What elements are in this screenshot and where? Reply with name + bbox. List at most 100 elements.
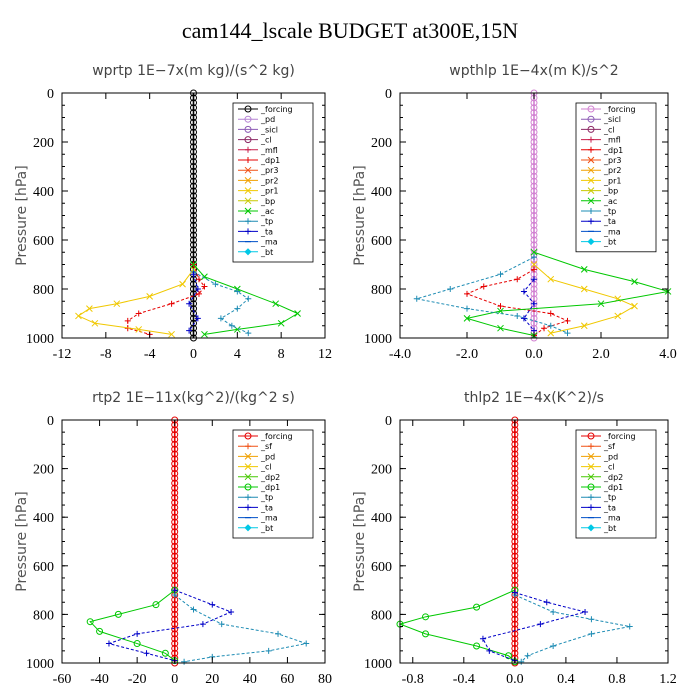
legend-label: _ac bbox=[260, 207, 274, 216]
legend-entry: _dp2 bbox=[581, 473, 623, 482]
legend-label: _sf bbox=[260, 442, 272, 451]
data-point bbox=[171, 587, 178, 594]
legend-entry: _pr2 bbox=[581, 166, 621, 175]
legend-entry: _ma bbox=[238, 514, 278, 523]
data-point bbox=[265, 647, 272, 654]
x-tick-label: 60 bbox=[280, 672, 294, 687]
data-point bbox=[294, 310, 301, 317]
data-point bbox=[511, 606, 519, 614]
data-point bbox=[588, 616, 595, 623]
y-tick-label: 600 bbox=[371, 560, 392, 575]
data-point bbox=[190, 99, 197, 107]
legend-marker bbox=[588, 146, 594, 153]
data-point bbox=[195, 276, 202, 283]
legend-label: _bt bbox=[260, 524, 273, 533]
data-point bbox=[511, 625, 519, 633]
legend-label: _cl bbox=[260, 136, 272, 145]
data-point bbox=[190, 221, 197, 229]
data-point bbox=[580, 266, 588, 273]
legend-marker bbox=[244, 125, 252, 133]
y-tick-label: 200 bbox=[371, 463, 392, 478]
data-point bbox=[511, 426, 519, 434]
data-point bbox=[547, 275, 555, 283]
data-point bbox=[171, 460, 179, 468]
data-point bbox=[91, 319, 99, 327]
legend-entry: _bp bbox=[238, 197, 275, 206]
data-point bbox=[530, 133, 538, 141]
data-point bbox=[413, 295, 420, 302]
data-point bbox=[547, 322, 554, 329]
data-point bbox=[564, 317, 571, 324]
legend-entry: _pr1 bbox=[581, 176, 621, 185]
legend-entry: _ma bbox=[581, 514, 621, 523]
legend-entry: _cl bbox=[238, 463, 272, 472]
data-point bbox=[511, 465, 519, 473]
data-point bbox=[520, 315, 527, 322]
legend-entry: _pr3 bbox=[581, 156, 621, 165]
data-point bbox=[190, 109, 197, 117]
legend-entry: _dp1 bbox=[238, 156, 280, 165]
data-point bbox=[190, 236, 197, 244]
data-point bbox=[530, 319, 538, 327]
data-point bbox=[511, 484, 519, 492]
data-point bbox=[486, 647, 493, 654]
data-point bbox=[511, 445, 519, 453]
data-point bbox=[631, 302, 638, 310]
x-tick-label: 1.2 bbox=[659, 672, 677, 687]
y-tick-label: 1000 bbox=[364, 657, 392, 672]
data-point bbox=[135, 326, 143, 333]
data-point bbox=[614, 312, 622, 320]
legend-entry: _bt bbox=[238, 248, 273, 257]
data-point bbox=[588, 630, 595, 637]
data-point bbox=[171, 576, 179, 584]
data-point bbox=[186, 327, 193, 334]
data-point bbox=[190, 182, 197, 190]
legend-marker bbox=[587, 524, 595, 532]
data-point bbox=[234, 305, 241, 312]
data-point bbox=[190, 251, 197, 259]
data-point bbox=[511, 581, 519, 589]
legend: _forcing_sf_pd _cl_dp2_dp1_tp_ta _ma_bt bbox=[232, 429, 314, 539]
legend-label: _mfl bbox=[603, 136, 621, 145]
data-point bbox=[199, 621, 206, 628]
data-point bbox=[511, 601, 519, 609]
legend-label: _dp1 bbox=[603, 146, 623, 155]
data-point bbox=[511, 542, 519, 550]
series-tp bbox=[511, 591, 633, 665]
legend-marker bbox=[244, 524, 252, 532]
legend-label: _forcing bbox=[260, 105, 293, 114]
plot-area bbox=[75, 89, 301, 342]
data-point bbox=[422, 613, 430, 621]
x-tick-label: 4.0 bbox=[659, 347, 677, 362]
legend-label: _tp bbox=[603, 207, 616, 216]
data-point bbox=[190, 148, 197, 156]
data-point bbox=[530, 310, 538, 317]
panel-title: wprtp 1E−7x(m kg)/(s^2 kg) bbox=[92, 63, 295, 79]
data-point bbox=[511, 469, 519, 477]
y-axis-label: Pressure [hPa] bbox=[14, 491, 30, 591]
legend-entry: _sf bbox=[238, 442, 272, 451]
legend-marker bbox=[244, 105, 252, 113]
legend-entry: _tp bbox=[581, 207, 616, 216]
x-tick-label: -4.0 bbox=[389, 347, 411, 362]
data-point bbox=[190, 187, 197, 195]
legend-entry: _ac bbox=[238, 207, 274, 216]
data-point bbox=[171, 435, 179, 443]
legend-label: _ta bbox=[603, 217, 616, 226]
legend-marker bbox=[587, 115, 595, 123]
y-tick-label: 800 bbox=[33, 608, 54, 623]
y-tick-label: 600 bbox=[33, 234, 54, 249]
data-point bbox=[530, 261, 538, 268]
data-point bbox=[530, 104, 538, 112]
legend-marker bbox=[587, 177, 595, 184]
legend-entry: _dp1 bbox=[581, 146, 623, 155]
x-tick-label: -8 bbox=[100, 347, 112, 362]
legend-entry: _bp bbox=[581, 187, 618, 196]
legend-marker bbox=[587, 197, 595, 205]
data-point bbox=[171, 426, 179, 434]
data-point bbox=[218, 621, 225, 628]
data-point bbox=[511, 557, 519, 565]
x-tick-label: 80 bbox=[318, 672, 332, 687]
x-tick-label: -2.0 bbox=[456, 347, 478, 362]
legend-marker bbox=[587, 483, 595, 491]
